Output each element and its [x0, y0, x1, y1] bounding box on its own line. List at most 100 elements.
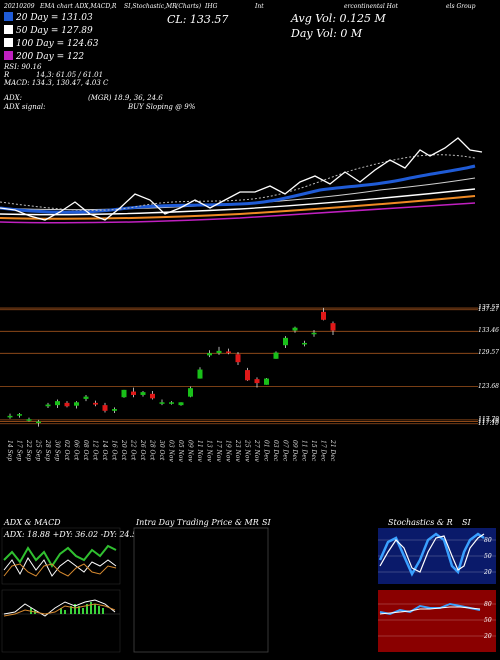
rsi-level-80: 80 — [484, 601, 492, 608]
x-axis-date-label: 12 Oct — [91, 440, 99, 461]
legend-label-20: 20 Day = 131.03 — [16, 13, 93, 23]
x-axis-date-label: 07 Dec — [281, 440, 289, 462]
candle-body — [264, 378, 269, 385]
x-axis-date-label: 17 Sep — [15, 440, 23, 462]
x-axis-date-label: 16 Oct — [110, 440, 118, 461]
candle-body — [207, 353, 212, 356]
stoch-panel-si: SI — [462, 518, 471, 527]
rsi-level-50: 50 — [484, 617, 492, 624]
x-axis-date-label: 28 Oct — [148, 440, 156, 461]
candle — [112, 407, 117, 414]
candle-body — [64, 402, 70, 407]
adx-green-line — [3, 544, 117, 568]
macd-histogram — [30, 602, 104, 614]
macd-panel — [1, 589, 121, 653]
x-axis-date-label: 30 Oct — [158, 440, 165, 461]
candle — [7, 413, 13, 419]
rsi-white-line — [379, 606, 481, 615]
ma-50-line — [0, 177, 476, 211]
adx-panel-title: ADX & MACD — [4, 518, 61, 527]
header-chart-type: EMA chart — [40, 3, 73, 10]
candle — [254, 377, 260, 388]
candle — [273, 351, 279, 359]
legend-label-100: 100 Day = 124.63 — [16, 39, 99, 49]
candle — [245, 367, 250, 381]
candle-body — [55, 401, 60, 406]
candle — [17, 413, 22, 418]
candle-body — [292, 327, 298, 331]
legend-label-200: 200 Day = 122 — [16, 52, 85, 62]
x-axis-date-label: 05 Nov — [177, 440, 184, 462]
adx-value: (MGR) 18.9, 36, 24.6 — [88, 94, 163, 102]
candle — [188, 386, 193, 398]
candle — [159, 399, 165, 406]
candle — [36, 419, 41, 427]
x-axis-date-label: 17 Nov — [215, 440, 222, 462]
candle-body — [311, 332, 317, 335]
stoch-level-50: 50 — [484, 553, 492, 560]
candle-body — [283, 337, 288, 346]
legend-swatch-100 — [4, 38, 13, 47]
candle — [226, 348, 231, 355]
x-axis-date-label: 27 Nov — [253, 440, 260, 462]
candle-body — [245, 370, 250, 381]
x-axis-date-label: 21 Dec — [329, 440, 336, 462]
candle — [26, 417, 32, 422]
candle — [131, 387, 136, 398]
macd-value: MACD: 134.3, 130.47, 4.03 C — [4, 79, 109, 87]
legend-100-day: 100 Day = 124.63 — [4, 38, 98, 49]
x-axis-date-label: 03 Nov — [167, 440, 175, 462]
header-ticker: IHG — [205, 3, 218, 10]
x-axis-date-label: 23 Nov — [234, 440, 241, 462]
candle-body — [273, 352, 279, 359]
price-level-label: 137.57 — [478, 304, 499, 312]
candle-body — [112, 409, 117, 411]
header-indicators: ADX,MACD,R — [75, 3, 117, 10]
x-axis-date-label: 14 Sep — [6, 440, 13, 462]
stoch-level-20: 20 — [484, 569, 492, 576]
price-levels — [0, 307, 478, 425]
candle — [45, 402, 51, 408]
header-date: 20210209 — [4, 3, 35, 10]
ma-200-line — [0, 202, 476, 224]
close-price: CL: 133.57 — [167, 13, 229, 26]
candle — [321, 307, 326, 321]
r-value: 14,3: 61.05 / 61.01 — [36, 71, 104, 79]
rsi-panel — [378, 590, 496, 652]
ma-100-line — [0, 188, 476, 216]
candle-body — [235, 354, 241, 363]
x-axis-date-label: 30 Sep — [53, 440, 61, 462]
stochastics-panel — [378, 528, 496, 584]
candle — [140, 391, 146, 397]
candle — [93, 400, 98, 407]
candle — [121, 389, 127, 398]
day-volume: Day Vol: 0 M — [291, 27, 363, 40]
stoch-panel-title: Stochastics & R — [388, 518, 453, 527]
candle — [235, 352, 241, 365]
x-axis-date-label: 03 Dec — [272, 440, 279, 462]
candle-body — [17, 414, 22, 416]
x-axis-date-label: 11 Dec — [300, 440, 308, 462]
legend-label-50: 50 Day = 127.89 — [16, 26, 93, 36]
candle-body — [216, 350, 222, 354]
rsi-level-20: 20 — [484, 633, 492, 640]
candle-body — [330, 323, 336, 331]
legend-200-day: 200 Day = 122 — [4, 51, 84, 62]
candle — [178, 402, 184, 406]
price-level-label: 129.57 — [478, 349, 499, 357]
header-name-b: ercontinental Hot — [344, 3, 398, 10]
candle-body — [302, 342, 307, 345]
candle-body — [83, 396, 89, 399]
r-label: R — [4, 71, 10, 79]
candle — [292, 326, 298, 333]
candle — [64, 401, 70, 408]
x-axis-date-label: 09 Nov — [186, 440, 194, 462]
header-name-c: els Group — [446, 3, 476, 10]
candle-body — [178, 402, 184, 406]
candle-body — [226, 351, 231, 353]
candle — [83, 394, 89, 402]
adx-panel-values: ADX: 18.88 +DY: 36.02 -DY: 24.58 — [4, 530, 143, 539]
candle-body — [74, 402, 79, 406]
x-axis-date-label: 02 Oct — [63, 440, 70, 461]
candle-body — [159, 402, 165, 404]
